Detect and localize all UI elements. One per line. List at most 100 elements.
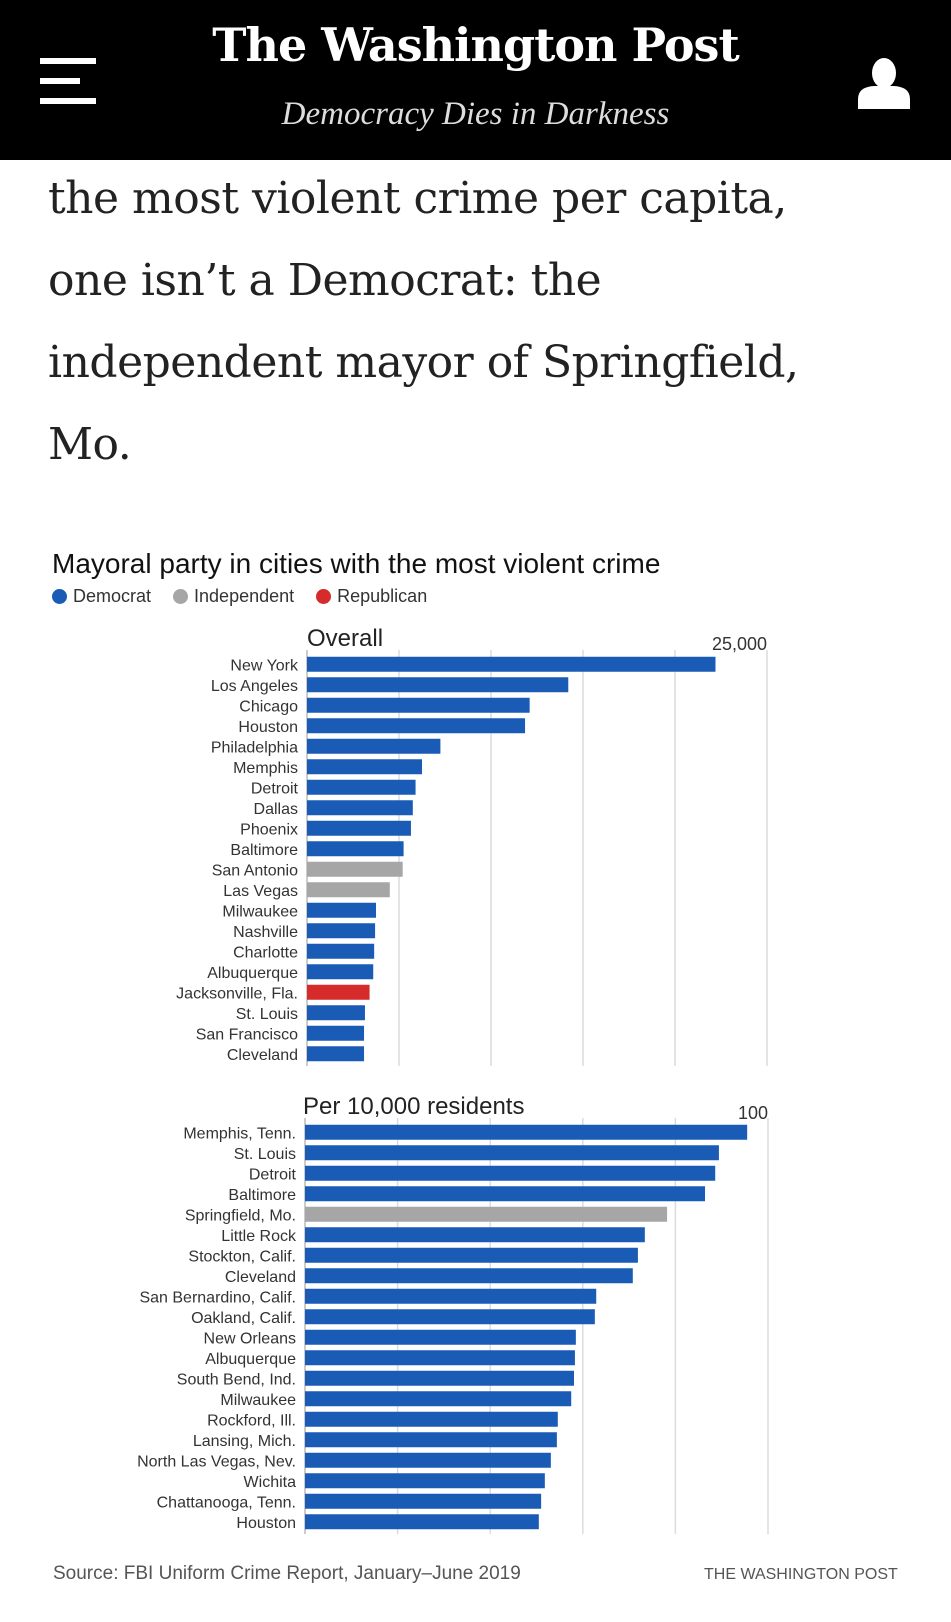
category-label: Philadelphia xyxy=(211,739,298,756)
category-label: Jacksonville, Fla. xyxy=(176,985,298,1002)
category-label: Baltimore xyxy=(230,842,298,859)
bar-baltimore xyxy=(305,1186,706,1202)
category-label: Los Angeles xyxy=(211,678,298,695)
bar-houston xyxy=(307,718,526,734)
bar-los-angeles xyxy=(307,677,569,693)
bar-houston xyxy=(305,1514,539,1530)
category-label: Rockford, Ill. xyxy=(207,1412,296,1429)
category-label: Las Vegas xyxy=(223,883,298,900)
article-body: the most violent crime per capita, one i… xyxy=(48,158,908,486)
user-account-icon[interactable] xyxy=(856,57,912,109)
category-label: North Las Vegas, Nev. xyxy=(137,1453,296,1470)
bar-new-orleans xyxy=(305,1329,576,1345)
bar-san-bernardino-calif xyxy=(305,1288,597,1304)
bar-las-vegas xyxy=(307,882,390,898)
bar-philadelphia xyxy=(307,738,441,754)
bar-dallas xyxy=(307,800,413,816)
bar-albuquerque xyxy=(307,964,374,980)
bar-albuquerque xyxy=(305,1350,575,1366)
category-label: Chattanooga, Tenn. xyxy=(157,1494,296,1511)
category-label: Stockton, Calif. xyxy=(188,1248,296,1265)
site-header: The Washington Post Democracy Dies in Da… xyxy=(0,0,951,160)
category-label: Memphis xyxy=(233,760,298,777)
bar-nashville xyxy=(307,923,376,939)
category-label: Wichita xyxy=(244,1474,297,1491)
bar-new-york xyxy=(307,656,716,672)
chart-title: Mayoral party in cities with the most vi… xyxy=(52,548,661,579)
category-label: St. Louis xyxy=(236,1006,298,1023)
bar-memphis xyxy=(307,759,422,775)
bar-rockford-ill xyxy=(305,1411,558,1427)
category-label: Springfield, Mo. xyxy=(185,1207,296,1224)
category-label: Phoenix xyxy=(240,821,298,838)
bar-milwaukee xyxy=(305,1391,572,1407)
article-line: Mo. xyxy=(48,419,132,470)
category-label: San Bernardino, Calif. xyxy=(139,1289,296,1306)
independent-dot-icon xyxy=(173,589,189,604)
bar-baltimore xyxy=(307,841,404,857)
bar-south-bend-ind xyxy=(305,1370,575,1386)
category-label: Houston xyxy=(238,719,298,736)
bar-cleveland xyxy=(307,1046,365,1062)
category-label: Cleveland xyxy=(225,1269,296,1286)
category-label: Memphis, Tenn. xyxy=(183,1125,296,1142)
legend-label: Republican xyxy=(337,586,428,606)
article-line: independent mayor of Springfield, xyxy=(48,337,799,388)
bar-san-francisco xyxy=(307,1025,365,1041)
axis-max-label: 25,000 xyxy=(712,634,767,654)
chart-subtitle: Overall xyxy=(307,625,383,652)
bar-north-las-vegas-nev xyxy=(305,1452,551,1468)
hamburger-menu-icon[interactable] xyxy=(40,58,96,104)
category-label: Milwaukee xyxy=(220,1392,296,1409)
legend-label: Democrat xyxy=(73,586,152,606)
site-tagline: Democracy Dies in Darkness xyxy=(281,96,670,132)
category-label: Albuquerque xyxy=(207,965,298,982)
category-label: St. Louis xyxy=(234,1146,296,1163)
bar-detroit xyxy=(305,1165,716,1181)
category-label: Oakland, Calif. xyxy=(191,1310,296,1327)
bar-stockton-calif xyxy=(305,1247,638,1263)
category-label: Cleveland xyxy=(227,1047,298,1064)
bar-jacksonville-fla xyxy=(307,984,370,1000)
category-label: Detroit xyxy=(249,1166,297,1183)
category-label: Chicago xyxy=(239,698,298,715)
bar-san-antonio xyxy=(307,861,403,877)
site-logo[interactable]: The Washington Post xyxy=(212,18,739,72)
category-label: New York xyxy=(230,657,299,674)
bar-phoenix xyxy=(307,820,411,836)
category-label: Detroit xyxy=(251,780,299,797)
bar-charlotte xyxy=(307,943,375,959)
bar-milwaukee xyxy=(307,902,376,918)
category-label: Nashville xyxy=(233,924,298,941)
category-label: Charlotte xyxy=(233,944,298,961)
republican-dot-icon xyxy=(316,589,332,604)
bar-wichita xyxy=(305,1473,545,1489)
chart-legend: Democrat Independent Republican xyxy=(52,586,427,607)
chart-source: Source: FBI Uniform Crime Report, Januar… xyxy=(53,1563,521,1584)
article-line: one isn’t a Democrat: the xyxy=(48,255,602,306)
legend-item-independent: Independent xyxy=(173,586,294,607)
category-label: New Orleans xyxy=(204,1330,296,1347)
category-label: Houston xyxy=(236,1515,296,1532)
chart-credit: THE WASHINGTON POST xyxy=(704,1566,898,1583)
category-label: Little Rock xyxy=(221,1228,297,1245)
category-label: San Francisco xyxy=(196,1026,298,1043)
bar-st-louis xyxy=(305,1145,719,1161)
category-label: South Bend, Ind. xyxy=(177,1371,296,1388)
axis-max-label: 100 xyxy=(738,1103,768,1123)
category-label: Lansing, Mich. xyxy=(193,1433,296,1450)
bar-st-louis xyxy=(307,1005,365,1021)
legend-label: Independent xyxy=(194,586,295,606)
bar-oakland-calif xyxy=(305,1309,595,1325)
legend-item-republican: Republican xyxy=(316,586,427,607)
bar-memphis-tenn xyxy=(305,1124,748,1140)
article-line: the most violent crime per capita, xyxy=(48,173,787,224)
bar-chattanooga-tenn xyxy=(305,1493,542,1509)
category-label: Albuquerque xyxy=(205,1351,296,1368)
bar-cleveland xyxy=(305,1268,633,1284)
bar-detroit xyxy=(307,779,416,795)
bar-little-rock xyxy=(305,1227,645,1243)
category-label: San Antonio xyxy=(212,862,298,879)
chart-subtitle: Per 10,000 residents xyxy=(303,1093,524,1120)
